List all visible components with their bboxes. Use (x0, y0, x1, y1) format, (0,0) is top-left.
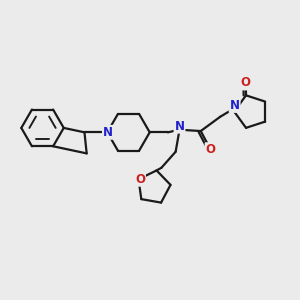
Text: N: N (175, 120, 184, 133)
Text: N: N (103, 126, 113, 139)
Text: N: N (230, 99, 240, 112)
Text: O: O (135, 173, 145, 186)
Text: O: O (206, 143, 216, 156)
Text: O: O (241, 76, 251, 89)
